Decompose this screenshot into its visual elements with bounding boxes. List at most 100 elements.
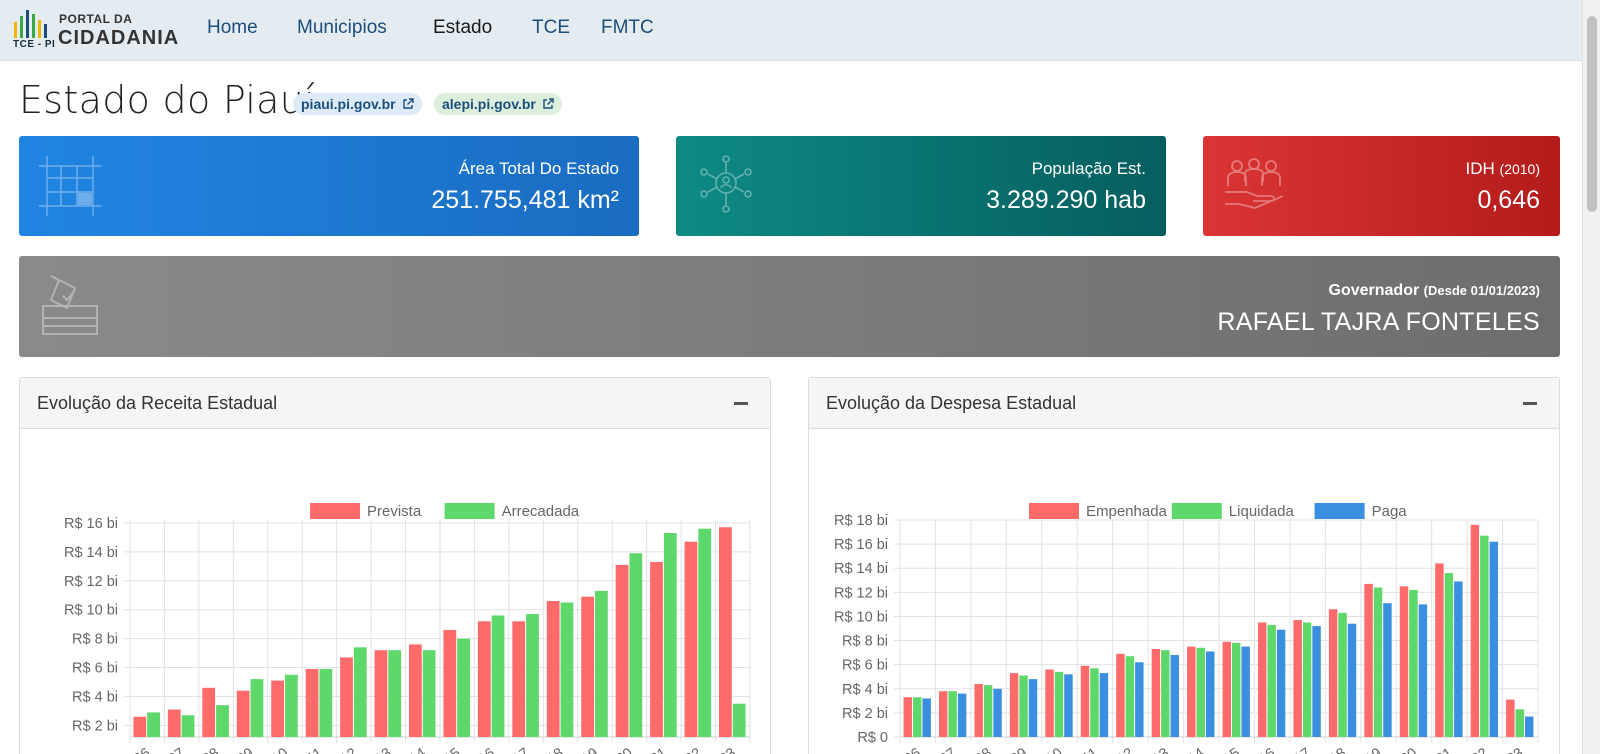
despesa-bar-empenhada-2008[interactable] [974,683,983,737]
receita-bar-arrecadada-2013[interactable] [388,650,402,737]
collapse-receita-button[interactable] [734,402,748,405]
despesa-bar-liquidada-2018[interactable] [1338,612,1347,737]
nav-home[interactable]: Home [207,17,258,38]
despesa-bar-paga-2016[interactable] [1276,629,1286,737]
receita-bar-arrecadada-2007[interactable] [181,715,195,737]
receita-bar-arrecadada-2017[interactable] [526,614,539,737]
despesa-bar-empenhada-2022[interactable] [1470,524,1480,737]
receita-bar-prevista-2019[interactable] [581,596,594,737]
despesa-bar-empenhada-2012[interactable] [1116,653,1125,737]
receita-bar-prevista-2006[interactable] [133,716,147,737]
despesa-bar-liquidada-2006[interactable] [912,697,922,737]
despesa-bar-paga-2022[interactable] [1489,541,1499,737]
despesa-bar-paga-2010[interactable] [1064,674,1073,737]
portal-logo[interactable]: TCE - PI PORTAL DA CIDADANIA [10,8,180,54]
despesa-bar-paga-2023[interactable] [1525,716,1534,737]
despesa-bar-liquidada-2011[interactable] [1090,668,1099,737]
despesa-bar-paga-2013[interactable] [1170,655,1180,737]
despesa-bar-empenhada-2015[interactable] [1222,641,1231,737]
despesa-bar-paga-2020[interactable] [1418,604,1428,737]
despesa-bar-paga-2008[interactable] [993,688,1002,737]
despesa-bar-paga-2018[interactable] [1347,623,1357,737]
page-scrollbar[interactable] [1582,0,1600,754]
despesa-bar-empenhada-2016[interactable] [1257,622,1267,737]
despesa-bar-liquidada-2019[interactable] [1373,587,1383,737]
despesa-bar-liquidada-2023[interactable] [1515,709,1525,737]
receita-bar-prevista-2011[interactable] [305,669,319,737]
despesa-bar-liquidada-2013[interactable] [1161,650,1170,737]
despesa-legend-item[interactable]: Empenhada [1029,503,1168,520]
despesa-bar-liquidada-2017[interactable] [1302,622,1312,737]
despesa-bar-liquidada-2010[interactable] [1054,671,1064,737]
despesa-bar-empenhada-2019[interactable] [1364,583,1373,737]
receita-bar-prevista-2021[interactable] [650,561,663,737]
nav-estado[interactable]: Estado [433,17,493,38]
despesa-bar-paga-2021[interactable] [1454,581,1463,737]
despesa-bar-liquidada-2012[interactable] [1125,656,1135,737]
receita-bar-arrecadada-2014[interactable] [422,650,436,737]
despesa-bar-paga-2012[interactable] [1135,662,1144,737]
despesa-legend-item[interactable]: Paga [1314,503,1408,520]
receita-legend-item[interactable]: Arrecadada [444,503,580,520]
receita-bar-prevista-2018[interactable] [546,601,560,737]
receita-bar-prevista-2020[interactable] [615,564,629,737]
despesa-bar-empenhada-2020[interactable] [1399,586,1409,737]
receita-bar-arrecadada-2012[interactable] [353,647,367,737]
despesa-bar-paga-2006[interactable] [922,698,931,737]
nav-municipios[interactable]: Municipios [297,17,387,38]
despesa-bar-paga-2015[interactable] [1241,646,1250,737]
receita-bar-prevista-2007[interactable] [167,709,181,737]
despesa-bar-liquidada-2021[interactable] [1444,573,1454,737]
link-piaui-gov[interactable]: piaui.pi.gov.br [293,93,422,115]
receita-bar-arrecadada-2015[interactable] [457,638,470,737]
receita-bar-arrecadada-2016[interactable] [491,615,505,737]
receita-bar-arrecadada-2021[interactable] [663,533,677,737]
receita-bar-prevista-2014[interactable] [409,644,422,737]
despesa-bar-liquidada-2007[interactable] [948,691,957,737]
despesa-bar-empenhada-2010[interactable] [1045,669,1054,737]
despesa-bar-paga-2009[interactable] [1028,679,1038,737]
receita-bar-prevista-2023[interactable] [719,527,732,737]
receita-bar-arrecadada-2010[interactable] [285,674,298,737]
receita-bar-prevista-2022[interactable] [684,541,698,737]
collapse-despesa-button[interactable] [1523,402,1537,405]
despesa-bar-paga-2017[interactable] [1312,626,1321,737]
despesa-bar-liquidada-2016[interactable] [1267,624,1276,737]
despesa-bar-liquidada-2022[interactable] [1480,535,1489,737]
despesa-bar-empenhada-2009[interactable] [1009,673,1019,737]
receita-bar-prevista-2013[interactable] [374,650,388,737]
despesa-bar-paga-2007[interactable] [957,693,967,737]
despesa-bar-empenhada-2013[interactable] [1151,648,1161,737]
despesa-bar-empenhada-2014[interactable] [1187,646,1196,737]
receita-bar-prevista-2009[interactable] [236,690,250,737]
receita-bar-arrecadada-2022[interactable] [698,528,712,737]
receita-bar-prevista-2015[interactable] [443,629,457,737]
receita-bar-arrecadada-2018[interactable] [560,602,574,737]
despesa-bar-empenhada-2023[interactable] [1506,699,1515,737]
nav-tce[interactable]: TCE [532,17,570,38]
despesa-bar-empenhada-2018[interactable] [1328,609,1338,737]
despesa-legend-item[interactable]: Liquidada [1171,503,1295,520]
despesa-bar-paga-2019[interactable] [1383,603,1392,737]
receita-bar-arrecadada-2009[interactable] [250,679,264,737]
receita-bar-prevista-2017[interactable] [512,621,526,737]
receita-legend-item[interactable]: Prevista [310,503,422,520]
despesa-bar-liquidada-2014[interactable] [1196,647,1206,737]
despesa-bar-liquidada-2009[interactable] [1019,675,1028,737]
despesa-bar-empenhada-2007[interactable] [938,691,948,737]
link-alepi-gov[interactable]: alepi.pi.gov.br [434,93,562,115]
despesa-bar-paga-2011[interactable] [1099,673,1109,737]
receita-bar-arrecadada-2006[interactable] [147,712,160,737]
scrollbar-thumb[interactable] [1587,16,1597,212]
despesa-bar-paga-2014[interactable] [1206,651,1215,737]
receita-bar-arrecadada-2019[interactable] [595,590,608,737]
nav-fmtc[interactable]: FMTC [601,17,654,38]
despesa-bar-liquidada-2020[interactable] [1409,589,1418,737]
receita-bar-arrecadada-2023[interactable] [732,703,746,737]
despesa-bar-empenhada-2017[interactable] [1293,620,1302,737]
despesa-bar-liquidada-2015[interactable] [1231,642,1241,737]
receita-bar-arrecadada-2011[interactable] [319,669,333,737]
despesa-bar-liquidada-2008[interactable] [983,685,993,737]
receita-bar-prevista-2012[interactable] [340,657,353,737]
receita-bar-prevista-2010[interactable] [271,680,284,737]
